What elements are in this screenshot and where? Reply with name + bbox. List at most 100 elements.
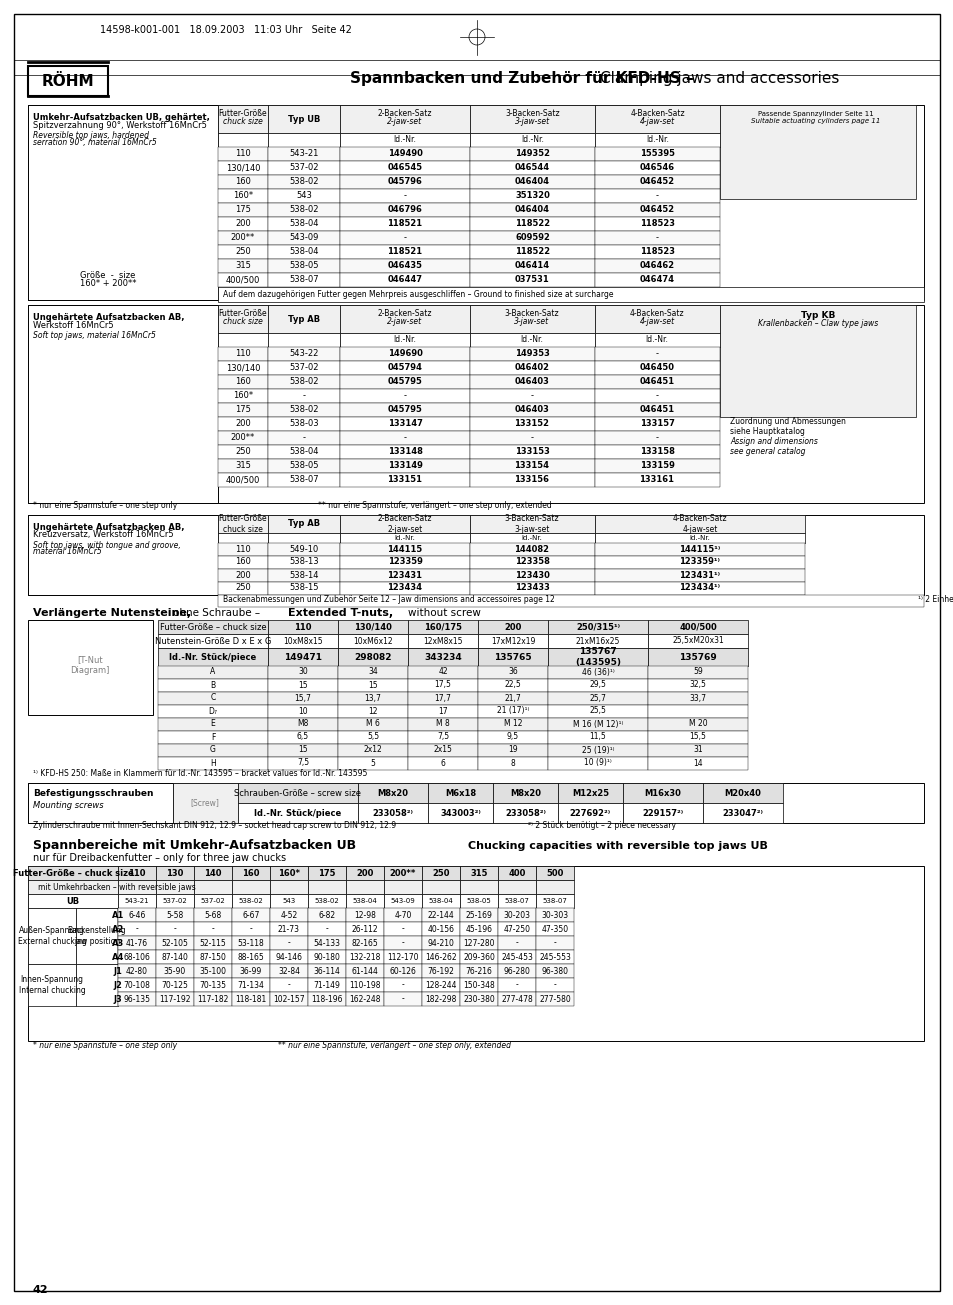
Bar <box>268 744 337 757</box>
Text: 17,7: 17,7 <box>435 693 451 702</box>
Text: 54-133: 54-133 <box>314 938 340 947</box>
Text: 3-Backen-Satz: 3-Backen-Satz <box>505 110 559 119</box>
Bar <box>339 175 470 189</box>
Bar <box>477 649 547 666</box>
Text: G: G <box>210 745 215 754</box>
Text: -: - <box>655 392 658 401</box>
Bar <box>156 950 193 964</box>
Bar <box>497 908 536 923</box>
Bar <box>421 977 459 992</box>
Bar <box>268 104 339 133</box>
Text: 30: 30 <box>297 667 308 676</box>
Bar <box>421 964 459 977</box>
Bar <box>28 305 923 502</box>
Bar <box>384 936 421 950</box>
Bar <box>156 977 193 992</box>
Text: 133148: 133148 <box>387 448 422 457</box>
Text: 110: 110 <box>234 150 251 158</box>
Bar <box>622 783 702 803</box>
Bar <box>459 964 497 977</box>
Text: ²⁾ 2 Stück benötigt – 2 piece necessary: ²⁾ 2 Stück benötigt – 2 piece necessary <box>527 822 676 830</box>
Bar <box>268 389 339 403</box>
Bar <box>308 867 346 880</box>
Text: Futter-Größe: Futter-Größe <box>218 309 267 318</box>
Bar <box>28 515 218 595</box>
Bar <box>547 757 647 770</box>
Text: RÖHM: RÖHM <box>42 73 94 89</box>
Text: M12x25: M12x25 <box>572 788 608 797</box>
Bar <box>268 273 339 287</box>
Text: 25,5: 25,5 <box>589 706 606 715</box>
Bar <box>595 258 720 273</box>
Bar <box>118 923 156 936</box>
Text: 046435: 046435 <box>387 261 422 270</box>
Text: 59: 59 <box>693 667 702 676</box>
Bar <box>337 649 408 666</box>
Bar <box>459 992 497 1006</box>
Bar <box>237 783 357 803</box>
Bar <box>339 569 470 582</box>
Text: 130: 130 <box>166 869 184 877</box>
Bar <box>308 880 346 894</box>
Bar <box>337 692 408 705</box>
Text: 15: 15 <box>368 680 377 689</box>
Text: 046474: 046474 <box>639 275 675 284</box>
Text: 96-280: 96-280 <box>503 967 530 976</box>
Bar <box>158 634 268 649</box>
Bar <box>268 217 339 231</box>
Text: 12xM8x15: 12xM8x15 <box>423 637 462 646</box>
Bar <box>497 992 536 1006</box>
Bar <box>158 666 268 679</box>
Text: 229157²⁾: 229157²⁾ <box>641 809 683 817</box>
Bar <box>595 245 720 258</box>
Text: 538-14: 538-14 <box>289 570 318 579</box>
Bar <box>268 445 339 459</box>
Text: M 6: M 6 <box>366 719 379 728</box>
Bar <box>218 595 923 607</box>
Text: M 12: M 12 <box>503 719 521 728</box>
Bar <box>339 305 470 333</box>
Text: 88-165: 88-165 <box>237 953 264 962</box>
Text: -: - <box>403 192 406 201</box>
Bar <box>470 347 595 361</box>
Bar <box>172 783 237 823</box>
Bar <box>268 147 339 161</box>
Bar <box>339 556 470 569</box>
Bar <box>470 147 595 161</box>
Bar <box>595 375 720 389</box>
Text: ¹⁾ 2 Einheiten bestellen – order 2 units: ¹⁾ 2 Einheiten bestellen – order 2 units <box>917 595 953 604</box>
Bar <box>547 705 647 718</box>
Bar <box>339 582 470 595</box>
Text: -: - <box>302 433 305 442</box>
Bar <box>497 964 536 977</box>
Text: 123359: 123359 <box>387 557 422 566</box>
Bar <box>408 757 477 770</box>
Text: Futter-Größe: Futter-Größe <box>218 110 267 119</box>
Text: H: H <box>210 758 215 767</box>
Text: M8: M8 <box>297 719 309 728</box>
Bar <box>232 894 270 908</box>
Bar <box>408 666 477 679</box>
Bar <box>339 217 470 231</box>
Text: Passende Spannzylinder Seite 11: Passende Spannzylinder Seite 11 <box>758 111 873 117</box>
Bar <box>218 204 268 217</box>
Text: -: - <box>287 980 290 989</box>
Bar <box>158 731 268 744</box>
Text: 537-02: 537-02 <box>289 163 318 172</box>
Bar <box>408 718 477 731</box>
Bar <box>193 936 232 950</box>
Bar <box>595 515 804 532</box>
Bar <box>118 894 156 908</box>
Bar <box>536 923 574 936</box>
Text: 277-478: 277-478 <box>500 994 533 1004</box>
Text: 400/500: 400/500 <box>226 475 260 484</box>
Bar <box>156 936 193 950</box>
Text: 233058²⁾: 233058²⁾ <box>504 809 545 817</box>
Text: 10xM8x15: 10xM8x15 <box>283 637 322 646</box>
Text: 400/500: 400/500 <box>679 622 716 632</box>
Text: 140: 140 <box>204 869 221 877</box>
Text: Clamping jaws and accessories: Clamping jaws and accessories <box>599 70 839 86</box>
Bar <box>270 977 308 992</box>
Bar <box>408 692 477 705</box>
Bar <box>493 783 558 803</box>
